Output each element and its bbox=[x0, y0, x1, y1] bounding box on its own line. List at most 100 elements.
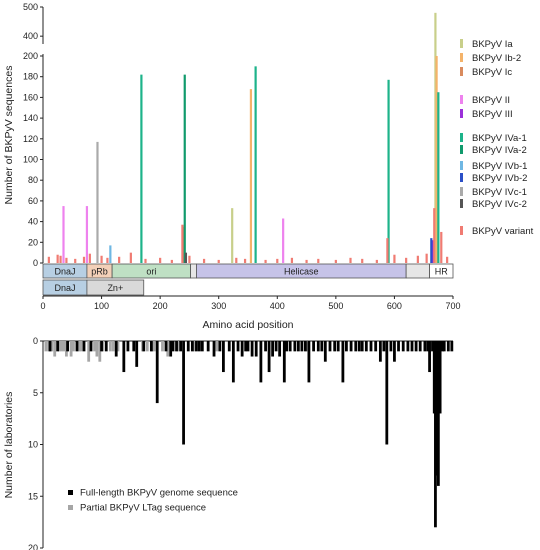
full-length-bkpyv-genome-sequence-bar bbox=[282, 341, 286, 383]
domain-map: DnaJ pRb ori Helicase HR DnaJ Zn+ bbox=[42, 263, 454, 296]
domain-hr-label: HR bbox=[435, 266, 448, 276]
full-length-bkpyv-genome-sequence-bar bbox=[126, 341, 130, 352]
bkpyv-variant-bar bbox=[386, 238, 389, 263]
bkpyv-ivb-1-legend-label: BKPyV IVb-1 bbox=[472, 161, 527, 172]
bkpyv-ivc-1-legend-label: BKPyV IVc-1 bbox=[472, 187, 527, 198]
bkpyv-iva-2-bar bbox=[183, 74, 186, 263]
full-length-bkpyv-genome-sequence-bar bbox=[212, 341, 216, 357]
full-length-bkpyv-genome-sequence-bar bbox=[149, 341, 153, 352]
bottom-y-tick-label: 15 bbox=[28, 491, 38, 501]
domain-ori-label: ori bbox=[146, 266, 156, 276]
top-x-tick-label: 100 bbox=[94, 301, 109, 311]
bkpyv-variant-bar bbox=[88, 253, 91, 263]
full-length-bkpyv-genome-sequence-bar bbox=[250, 341, 254, 357]
full-length-bkpyv-genome-sequence-bar bbox=[307, 341, 311, 383]
full-length-bkpyv-genome-sequence-bar bbox=[304, 341, 307, 352]
top-x-tick-label: 500 bbox=[328, 301, 343, 311]
full-length-bkpyv-genome-sequence-bar bbox=[259, 341, 263, 383]
bkpyv-ivb-1-legend-swatch bbox=[460, 161, 463, 170]
bkpyv-variant-legend-swatch bbox=[460, 226, 463, 235]
bottom-axes: 0 5 10 15 20 bbox=[28, 336, 453, 550]
full-length-bkpyv-genome-sequence-bar bbox=[186, 341, 190, 352]
bkpyv-ic-legend-label: BKPyV Ic bbox=[472, 67, 512, 78]
bkpyv-variant-bar bbox=[425, 253, 428, 263]
bkpyv-variant-legend-label: BKPyV variant bbox=[472, 226, 534, 237]
bkpyv-iva-1-legend-swatch bbox=[460, 133, 463, 142]
bkpyv-ib-2-bar bbox=[435, 56, 438, 263]
bkpyv-variant-bar bbox=[264, 259, 267, 263]
partial-bkpyv-ltag-sequence-bar bbox=[62, 341, 66, 352]
full-length-bkpyv-genome-sequence-bar bbox=[75, 341, 79, 352]
bkpyv-iva-1-bar bbox=[140, 74, 143, 263]
full-length-bkpyv-genome-sequence-bar bbox=[401, 341, 405, 352]
full-length-bkpyv-genome-sequence-bar bbox=[393, 341, 396, 362]
domain-dnaj-label: DnaJ bbox=[54, 266, 75, 276]
full-length-bkpyv-genome-sequence-bar bbox=[323, 341, 327, 362]
partial-bkpyv-ltag-sequence-bar bbox=[77, 341, 81, 352]
top-bars bbox=[47, 12, 449, 264]
full-length-bkpyv-genome-sequence-bar bbox=[336, 341, 340, 352]
bkpyv-iii-bar bbox=[431, 240, 434, 263]
full-length-bkpyv-genome-sequence-bar bbox=[435, 341, 438, 476]
bkpyv-variant-bar bbox=[144, 258, 147, 263]
bottom-legend: Full-length BKPyV genome sequence Partial… bbox=[68, 488, 238, 514]
top-y-tick-label: 140 bbox=[23, 113, 38, 123]
partial-bkpyv-ltag-sequence-bar bbox=[58, 341, 61, 352]
partial-bkpyv-ltag-sequence-bar bbox=[161, 341, 164, 352]
full-length-bkpyv-genome-sequence-bar bbox=[56, 341, 60, 352]
bottom-y-tick-label: 5 bbox=[33, 388, 38, 398]
bkpyv-variant-bar bbox=[47, 256, 50, 263]
full-length-bkpyv-genome-sequence-bar bbox=[246, 341, 250, 352]
full-length-bkpyv-genome-sequence-legend-swatch bbox=[68, 490, 73, 495]
bkpyv-ivb-2-bar bbox=[430, 238, 433, 263]
full-length-bkpyv-genome-sequence-bar bbox=[300, 341, 304, 352]
bkpyv-iva-1-bar bbox=[387, 79, 390, 264]
full-length-bkpyv-genome-sequence-bar bbox=[436, 341, 440, 486]
full-length-bkpyv-genome-sequence-bar bbox=[369, 341, 373, 352]
full-length-bkpyv-genome-sequence-bar bbox=[312, 341, 315, 352]
partial-bkpyv-ltag-sequence-bar bbox=[116, 341, 120, 352]
bkpyv-variant-bar bbox=[440, 231, 443, 263]
bkpyv-variant-bar bbox=[334, 259, 337, 263]
full-length-bkpyv-genome-sequence-bar bbox=[364, 341, 368, 352]
bkpyv-variant-bar bbox=[290, 257, 294, 263]
bottom-y-axis-label: Number of laboratories bbox=[3, 392, 15, 499]
domain-prb-label: pRb bbox=[91, 266, 108, 276]
partial-bkpyv-ltag-sequence-bar bbox=[69, 341, 73, 357]
partial-bkpyv-ltag-sequence-legend-label: Partial BKPyV LTag sequence bbox=[80, 503, 206, 514]
partial-bkpyv-ltag-sequence-bar bbox=[50, 341, 54, 352]
domain-gap bbox=[405, 263, 430, 279]
full-length-bkpyv-genome-sequence-bar bbox=[274, 341, 278, 352]
full-length-bkpyv-genome-sequence-bar bbox=[82, 341, 86, 352]
partial-bkpyv-ltag-sequence-bar bbox=[87, 341, 91, 362]
bkpyv-iva-1-bar bbox=[437, 92, 440, 263]
partial-bkpyv-ltag-sequence-bar bbox=[95, 341, 99, 357]
partial-bkpyv-ltag-sequence-bar bbox=[79, 341, 83, 352]
full-length-bkpyv-genome-sequence-bar bbox=[132, 341, 136, 352]
full-length-bkpyv-genome-sequence-bar bbox=[374, 341, 378, 352]
full-length-bkpyv-genome-sequence-bar bbox=[171, 341, 175, 352]
domain-row2-zn bbox=[86, 279, 145, 296]
bkpyv-ivb-2-legend-label: BKPyV IVb-2 bbox=[472, 173, 527, 184]
full-length-bkpyv-genome-sequence-bar bbox=[438, 341, 442, 414]
full-length-bkpyv-genome-sequence-bar bbox=[431, 341, 434, 352]
domain-gap bbox=[190, 263, 197, 279]
bkpyv-ivc-2-legend-label: BKPyV IVc-2 bbox=[472, 199, 527, 210]
full-length-bkpyv-genome-sequence-bar bbox=[254, 341, 258, 357]
top-y-tick-label: 20 bbox=[28, 237, 38, 247]
full-length-bkpyv-genome-sequence-bar bbox=[206, 341, 210, 352]
bkpyv-variant-bar bbox=[118, 256, 121, 263]
full-length-bkpyv-genome-sequence-bar bbox=[222, 341, 225, 373]
top-y-tick-label: 120 bbox=[23, 134, 38, 144]
full-length-bkpyv-genome-sequence-bar bbox=[333, 341, 337, 352]
full-length-bkpyv-genome-sequence-bar bbox=[264, 341, 267, 352]
full-length-bkpyv-genome-sequence-bar bbox=[227, 341, 231, 352]
domain-row2-dnaj-label: DnaJ bbox=[54, 283, 75, 293]
bkpyv-ic-bar bbox=[182, 226, 185, 263]
bkpyv-variant-bar bbox=[100, 255, 103, 263]
full-length-bkpyv-genome-sequence-bar bbox=[316, 341, 320, 352]
full-length-bkpyv-genome-sequence-bar bbox=[190, 341, 194, 352]
full-length-bkpyv-genome-sequence-bar bbox=[135, 341, 139, 367]
full-length-bkpyv-genome-sequence-bar bbox=[328, 341, 332, 352]
bottom-chart: Number of laboratories 0 5 10 15 20 Full-len… bbox=[3, 336, 454, 550]
